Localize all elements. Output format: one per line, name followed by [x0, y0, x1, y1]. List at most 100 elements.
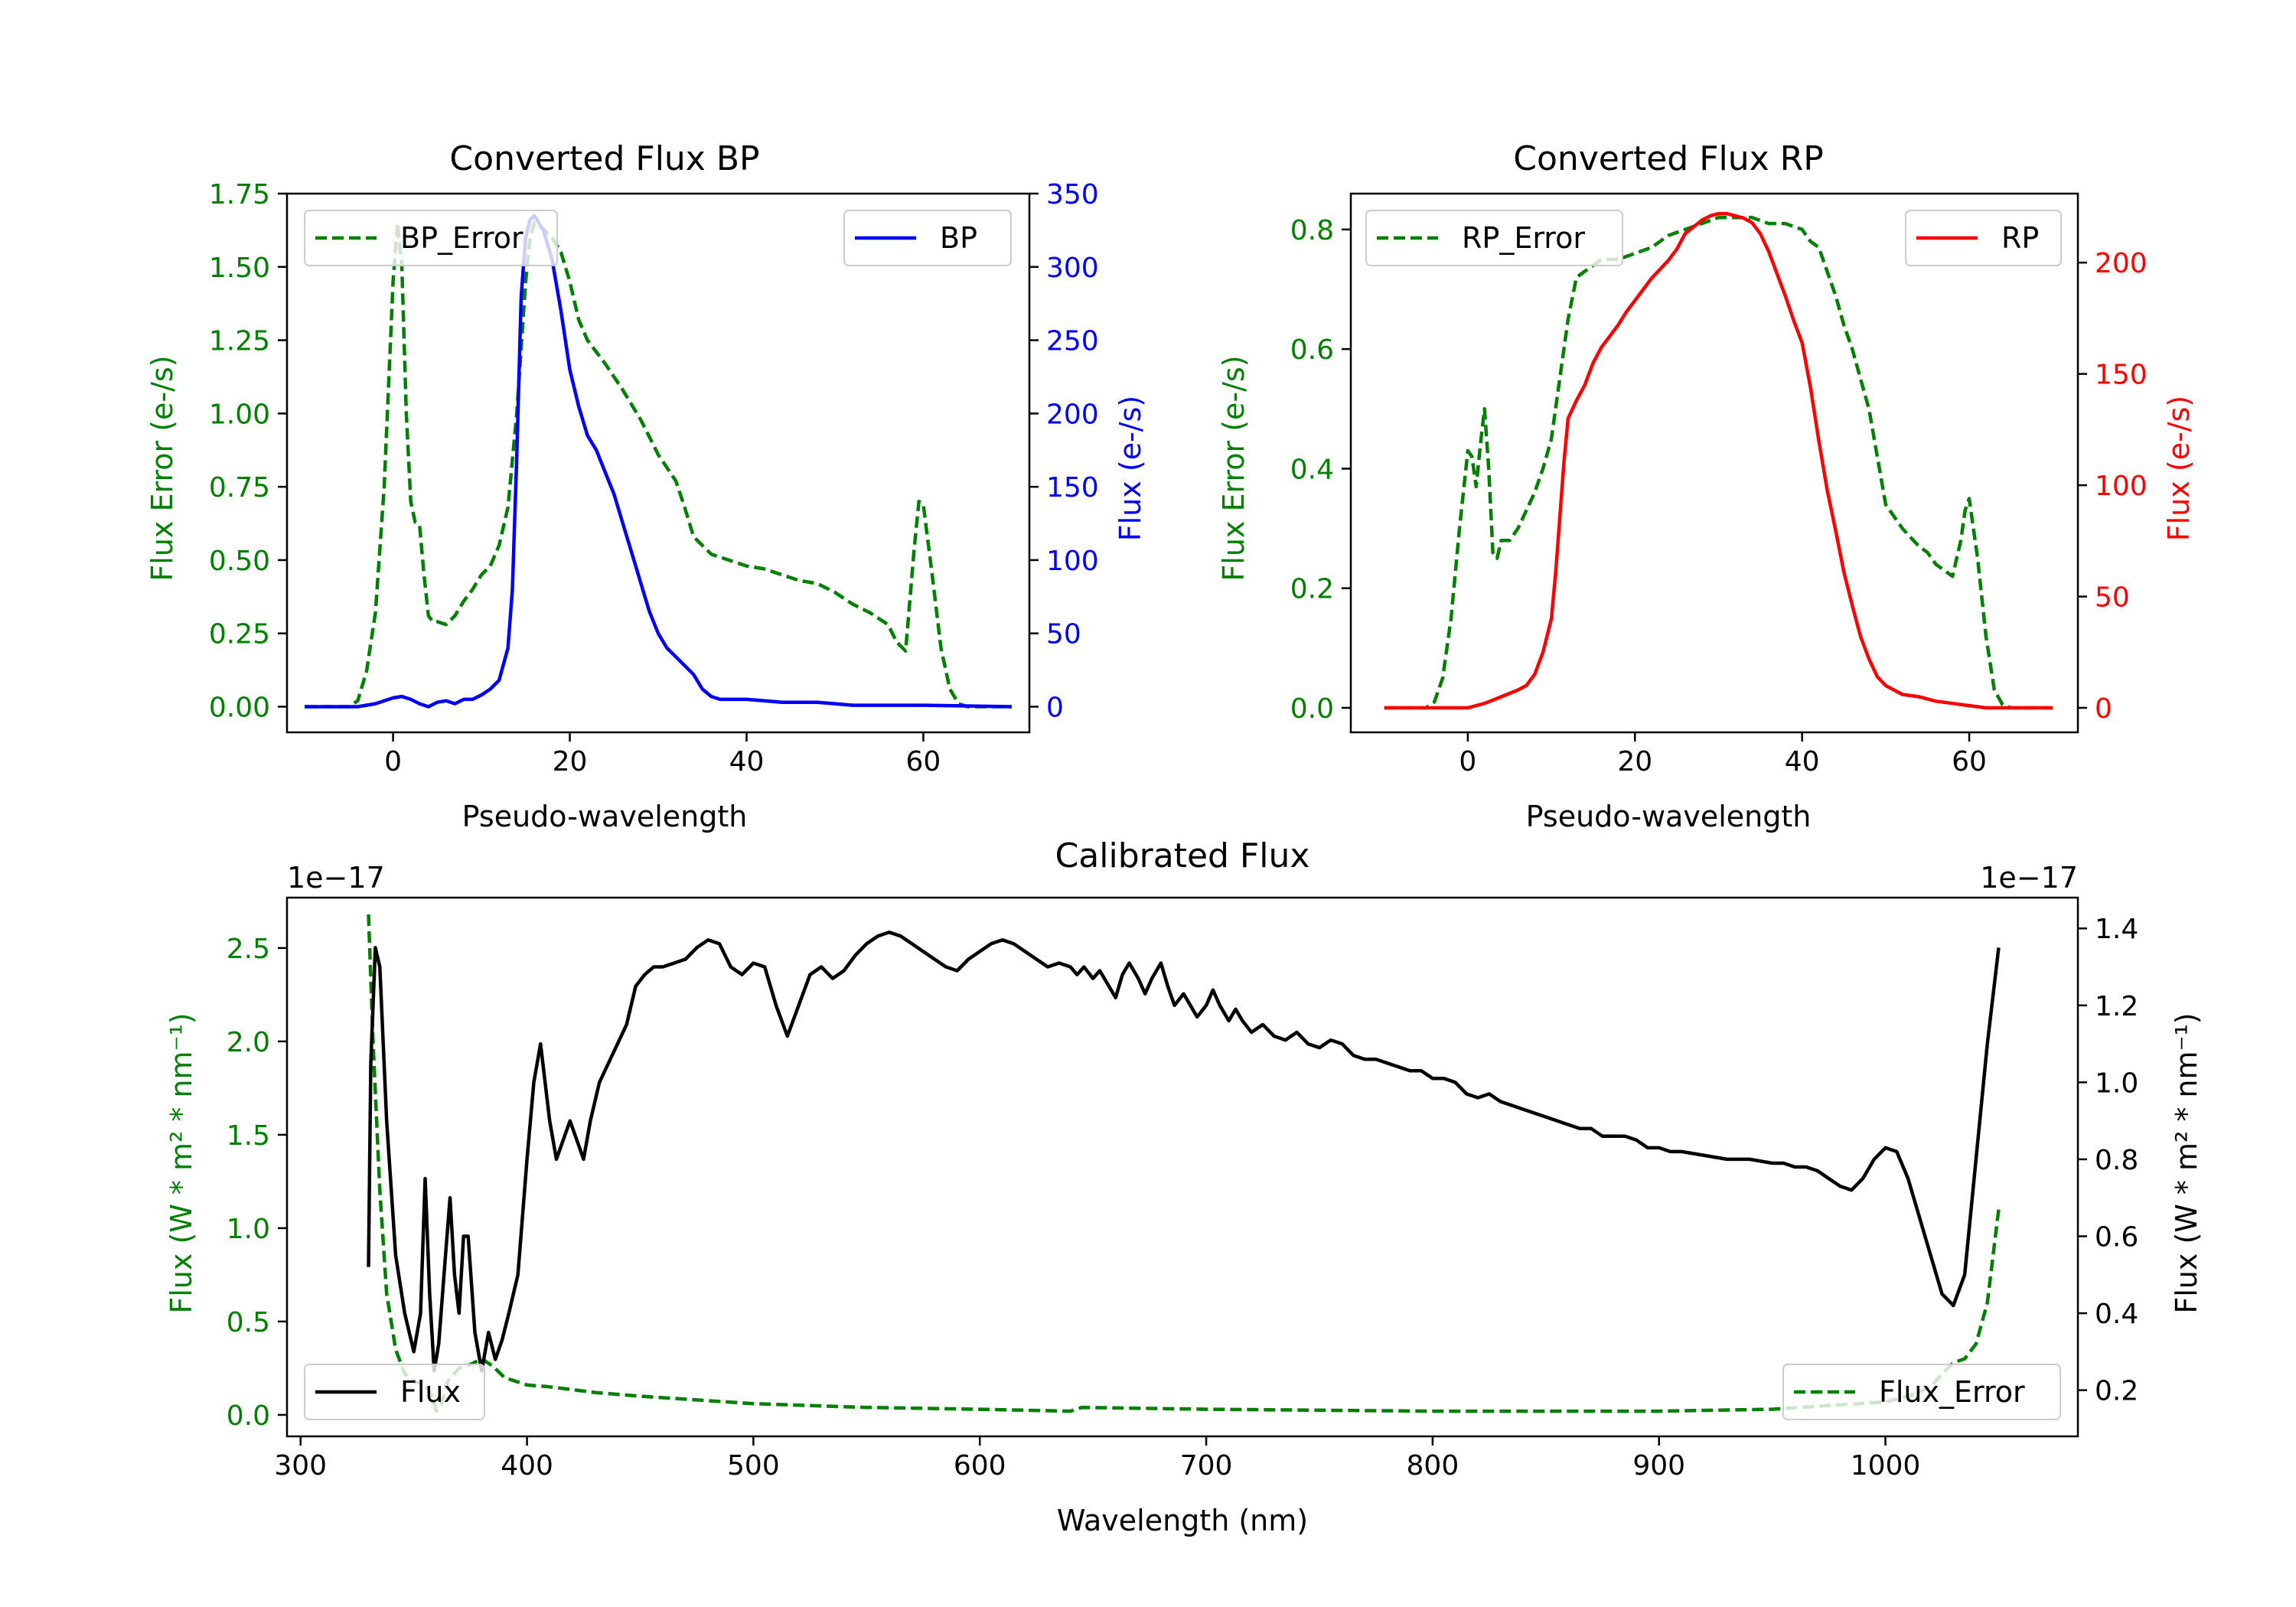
chart-bp-ytick-left-label: 1.50 — [209, 253, 270, 284]
chart-cal-axes: 300 400 500 600 700 800 900 1000 0.0 0.5 1.0 1.5 2.0… — [227, 896, 2138, 1482]
chart-bp-xtick-label: 60 — [906, 746, 941, 777]
chart-cal-ytick-left-label: 2.5 — [227, 934, 270, 965]
chart-cal-ytick-right-label: 1.0 — [2095, 1068, 2138, 1099]
chart-cal-ytick-right-label: 0.6 — [2095, 1222, 2138, 1253]
chart-rp-frame — [1349, 192, 2079, 734]
chart-cal-ytick-right-label: 1.4 — [2095, 914, 2138, 945]
chart-cal-ylabel-left: Flux (W * m² * nm⁻¹) — [165, 1012, 198, 1313]
chart-bp-legends: BP_Error BP — [304, 210, 1012, 266]
chart-cal-legends: Flux Flux_Error — [304, 1364, 2061, 1420]
chart-bp-ytick-right-label: 200 — [1046, 399, 1099, 430]
chart-bp-frame — [285, 192, 1031, 734]
legend-label: Flux — [400, 1375, 461, 1409]
legend-box — [1365, 210, 1623, 266]
legend-box — [1905, 210, 2062, 266]
chart-cal-ytick-left-label: 0.0 — [227, 1400, 270, 1432]
chart-rp-lines — [1384, 211, 2053, 710]
chart-rp: Converted Flux RP Pseudo-wavelength Flux… — [1217, 139, 2196, 833]
chart-cal-offset-left: 1e−17 — [287, 861, 385, 895]
chart-rp-xtick-label: 60 — [1952, 746, 1987, 777]
chart-rp-legend-right: RP — [1905, 210, 2062, 266]
chart-bp-lines — [305, 214, 1012, 709]
chart-rp-axes: 0 20 40 60 0.0 0.2 0.4 0.6 0.8 0 50 100 150 200 — [1290, 192, 2148, 777]
chart-cal-ytick-right-label: 0.2 — [2095, 1376, 2138, 1407]
chart-rp-line-rp-error — [1384, 216, 2053, 710]
chart-rp-ytick-left-label: 0.0 — [1290, 693, 1334, 725]
chart-rp-legends: RP_Error RP — [1365, 210, 2062, 266]
chart-cal-offset-right: 1e−17 — [1980, 861, 2078, 895]
chart-rp-xlabel: Pseudo-wavelength — [1526, 800, 1812, 833]
legend-box — [304, 1364, 485, 1420]
chart-bp-ytick-right-label: 50 — [1046, 619, 1081, 650]
chart-rp-ytick-left-label: 0.4 — [1290, 454, 1334, 485]
chart-rp-ytick-right-label: 50 — [2095, 582, 2130, 614]
chart-cal-xtick-label: 900 — [1632, 1450, 1685, 1482]
chart-cal-xtick-label: 1000 — [1851, 1450, 1921, 1482]
chart-rp-title: Converted Flux RP — [1513, 139, 1824, 178]
chart-bp-title: Converted Flux BP — [449, 139, 759, 178]
chart-bp-ytick-right-label: 0 — [1046, 692, 1064, 723]
chart-bp-xlabel: Pseudo-wavelength — [462, 800, 748, 833]
chart-bp-axes: 0 20 40 60 0.00 0.25 0.50 0.75 1.00 1.25 1.50 1.75 0… — [209, 179, 1099, 777]
chart-cal: Calibrated Flux 1e−17 1e−17 Wavelength (… — [165, 836, 2203, 1537]
chart-bp-ytick-left-label: 1.00 — [209, 399, 270, 430]
chart-bp-line-bp-error — [305, 221, 1012, 709]
legend-box — [304, 210, 558, 266]
chart-rp-ylabel-left: Flux Error (e-/s) — [1217, 355, 1251, 581]
chart-rp-ytick-right-label: 100 — [2095, 471, 2148, 502]
chart-rp-ytick-left-label: 0.8 — [1290, 215, 1334, 246]
chart-rp-line-rp — [1384, 211, 2053, 710]
chart-rp-ylabel-right: Flux (e-/s) — [2162, 396, 2196, 541]
legend-box — [1782, 1364, 2061, 1420]
chart-rp-xtick-label: 0 — [1459, 746, 1476, 777]
chart-rp-ytick-right-label: 200 — [2095, 248, 2148, 279]
chart-bp: Converted Flux BP Pseudo-wavelength Flux… — [145, 139, 1147, 833]
chart-rp-ytick-left-label: 0.6 — [1290, 334, 1334, 366]
chart-bp-ytick-right-label: 100 — [1046, 546, 1099, 577]
chart-cal-ytick-right-label: 0.4 — [2095, 1299, 2138, 1330]
chart-rp-ytick-right-label: 150 — [2095, 360, 2148, 391]
chart-bp-ylabel-left: Flux Error (e-/s) — [145, 355, 179, 581]
chart-cal-ylabel-right: Flux (W * m² * nm⁻¹) — [2170, 1012, 2203, 1313]
chart-cal-xtick-label: 800 — [1407, 1450, 1459, 1482]
chart-cal-ytick-left-label: 2.0 — [227, 1027, 270, 1058]
chart-cal-xtick-label: 600 — [954, 1450, 1006, 1482]
chart-rp-ytick-right-label: 0 — [2095, 693, 2112, 725]
chart-rp-ytick-left-label: 0.2 — [1290, 574, 1334, 605]
chart-bp-ylabel-right: Flux (e-/s) — [1114, 396, 1147, 541]
legend-label: Flux_Error — [1879, 1375, 2025, 1409]
chart-cal-title: Calibrated Flux — [1055, 836, 1310, 875]
chart-bp-ytick-left-label: 1.25 — [209, 326, 270, 357]
legend-label: RP_Error — [1462, 221, 1585, 255]
legend-label: BP_Error — [400, 221, 523, 255]
chart-cal-ytick-right-label: 0.8 — [2095, 1145, 2138, 1176]
chart-cal-xtick-label: 400 — [501, 1450, 553, 1482]
chart-cal-line-flux — [367, 931, 2001, 1373]
chart-bp-ytick-left-label: 1.75 — [209, 179, 270, 210]
chart-cal-ytick-left-label: 1.0 — [227, 1214, 270, 1245]
chart-bp-line-bp — [305, 214, 1012, 709]
chart-cal-ytick-left-label: 1.5 — [227, 1120, 270, 1152]
chart-bp-xtick-label: 40 — [729, 746, 765, 777]
chart-bp-ytick-right-label: 150 — [1046, 472, 1099, 504]
chart-cal-xtick-label: 500 — [727, 1450, 780, 1482]
chart-bp-ytick-left-label: 0.00 — [209, 692, 270, 723]
chart-cal-frame — [285, 896, 2079, 1438]
chart-cal-ytick-left-label: 0.5 — [227, 1307, 270, 1338]
chart-bp-xtick-label: 0 — [384, 746, 402, 777]
chart-bp-ytick-left-label: 0.75 — [209, 472, 270, 504]
chart-rp-xtick-label: 40 — [1785, 746, 1820, 777]
chart-bp-ytick-right-label: 250 — [1046, 326, 1099, 357]
chart-bp-ytick-left-label: 0.50 — [209, 546, 270, 577]
chart-bp-ytick-right-label: 350 — [1046, 179, 1099, 210]
chart-rp-xtick-label: 20 — [1617, 746, 1652, 777]
chart-bp-legend-right: BP — [843, 210, 1012, 266]
chart-cal-ytick-right-label: 1.2 — [2095, 991, 2138, 1022]
legend-label: RP — [2001, 221, 2039, 255]
legend-label: BP — [940, 221, 977, 255]
chart-bp-ytick-right-label: 300 — [1046, 253, 1099, 284]
chart-cal-xlabel: Wavelength (nm) — [1057, 1504, 1308, 1537]
chart-cal-legend-left: Flux — [304, 1364, 485, 1420]
